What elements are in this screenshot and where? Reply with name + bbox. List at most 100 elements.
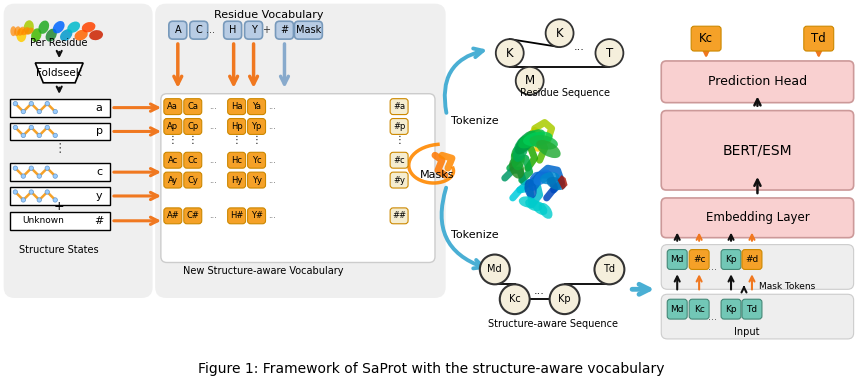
- Text: K: K: [506, 47, 513, 60]
- Text: a: a: [96, 103, 103, 113]
- Ellipse shape: [533, 169, 551, 185]
- Ellipse shape: [511, 146, 525, 170]
- Text: Yp: Yp: [251, 122, 261, 131]
- Circle shape: [53, 133, 58, 137]
- FancyBboxPatch shape: [661, 61, 854, 103]
- FancyBboxPatch shape: [164, 208, 182, 224]
- FancyBboxPatch shape: [248, 152, 266, 168]
- FancyBboxPatch shape: [661, 294, 854, 339]
- FancyBboxPatch shape: [228, 208, 246, 224]
- Circle shape: [45, 125, 49, 130]
- Text: C#: C#: [186, 211, 199, 220]
- FancyBboxPatch shape: [690, 249, 709, 270]
- Circle shape: [29, 190, 34, 194]
- Ellipse shape: [518, 129, 545, 148]
- Text: Unknown: Unknown: [22, 216, 64, 225]
- Circle shape: [595, 254, 624, 285]
- Circle shape: [53, 109, 58, 114]
- Ellipse shape: [60, 29, 72, 41]
- Circle shape: [480, 254, 510, 285]
- Circle shape: [45, 166, 49, 170]
- FancyBboxPatch shape: [156, 4, 445, 297]
- Ellipse shape: [38, 20, 49, 34]
- Text: Yy: Yy: [252, 176, 261, 184]
- Text: Ap: Ap: [167, 122, 179, 131]
- FancyBboxPatch shape: [275, 21, 293, 39]
- Text: Tokenize: Tokenize: [451, 230, 499, 240]
- Circle shape: [37, 133, 41, 137]
- FancyBboxPatch shape: [390, 208, 408, 224]
- Text: ⋮: ⋮: [168, 136, 178, 146]
- Text: Ay: Ay: [167, 176, 178, 184]
- Text: ...: ...: [268, 176, 276, 184]
- Circle shape: [29, 125, 34, 130]
- Text: Hy: Hy: [231, 176, 243, 184]
- Text: ⋮: ⋮: [232, 136, 242, 146]
- Text: #: #: [280, 25, 288, 35]
- FancyBboxPatch shape: [248, 172, 266, 188]
- Text: +: +: [261, 25, 269, 35]
- Text: Td: Td: [811, 32, 826, 45]
- FancyBboxPatch shape: [721, 249, 741, 270]
- Text: ...: ...: [206, 25, 215, 35]
- Text: Structure-aware Sequence: Structure-aware Sequence: [488, 319, 618, 329]
- Text: Kp: Kp: [725, 305, 737, 314]
- FancyBboxPatch shape: [691, 26, 721, 51]
- Text: Hc: Hc: [231, 156, 243, 165]
- FancyBboxPatch shape: [742, 249, 762, 270]
- Text: Aa: Aa: [167, 102, 179, 111]
- Text: M: M: [525, 74, 535, 87]
- Ellipse shape: [546, 177, 565, 190]
- Text: +: +: [54, 201, 65, 213]
- Circle shape: [516, 67, 544, 95]
- Text: Embedding Layer: Embedding Layer: [706, 211, 809, 224]
- Text: ...: ...: [268, 211, 276, 220]
- Text: Tokenize: Tokenize: [451, 116, 499, 126]
- Circle shape: [45, 190, 49, 194]
- Text: ...: ...: [534, 286, 545, 296]
- Ellipse shape: [513, 136, 529, 162]
- Text: Cc: Cc: [187, 156, 198, 165]
- FancyBboxPatch shape: [661, 110, 854, 190]
- Text: Per Residue: Per Residue: [30, 38, 88, 48]
- Text: Cp: Cp: [187, 122, 198, 131]
- Text: Masks: Masks: [420, 170, 455, 180]
- Text: A#: A#: [167, 211, 180, 220]
- FancyBboxPatch shape: [661, 244, 854, 289]
- FancyBboxPatch shape: [244, 21, 262, 39]
- FancyBboxPatch shape: [667, 299, 687, 319]
- Text: H: H: [229, 25, 236, 35]
- Circle shape: [21, 109, 26, 114]
- Text: H#: H#: [230, 211, 243, 220]
- Circle shape: [53, 174, 58, 178]
- Text: ...: ...: [209, 102, 217, 111]
- FancyBboxPatch shape: [667, 249, 687, 270]
- Text: ...: ...: [209, 156, 217, 165]
- FancyBboxPatch shape: [184, 208, 202, 224]
- FancyBboxPatch shape: [294, 21, 323, 39]
- FancyBboxPatch shape: [4, 4, 152, 297]
- Text: Td: Td: [603, 264, 615, 275]
- FancyBboxPatch shape: [248, 99, 266, 115]
- Ellipse shape: [67, 22, 80, 33]
- Text: T: T: [606, 47, 613, 60]
- Bar: [10, 212, 110, 230]
- Text: Ya: Ya: [252, 102, 261, 111]
- FancyBboxPatch shape: [248, 208, 266, 224]
- Text: Foldseek: Foldseek: [36, 68, 82, 78]
- FancyBboxPatch shape: [390, 152, 408, 168]
- FancyBboxPatch shape: [169, 21, 186, 39]
- Circle shape: [29, 102, 34, 106]
- Circle shape: [21, 198, 26, 202]
- FancyBboxPatch shape: [184, 152, 202, 168]
- Circle shape: [595, 39, 623, 67]
- FancyBboxPatch shape: [164, 99, 182, 115]
- FancyBboxPatch shape: [228, 152, 246, 168]
- Text: Structure States: Structure States: [19, 244, 99, 254]
- Circle shape: [37, 198, 41, 202]
- Ellipse shape: [31, 28, 41, 42]
- Text: #y: #y: [394, 176, 405, 184]
- Ellipse shape: [539, 203, 552, 219]
- Ellipse shape: [24, 20, 34, 34]
- Text: ⋮: ⋮: [394, 136, 404, 146]
